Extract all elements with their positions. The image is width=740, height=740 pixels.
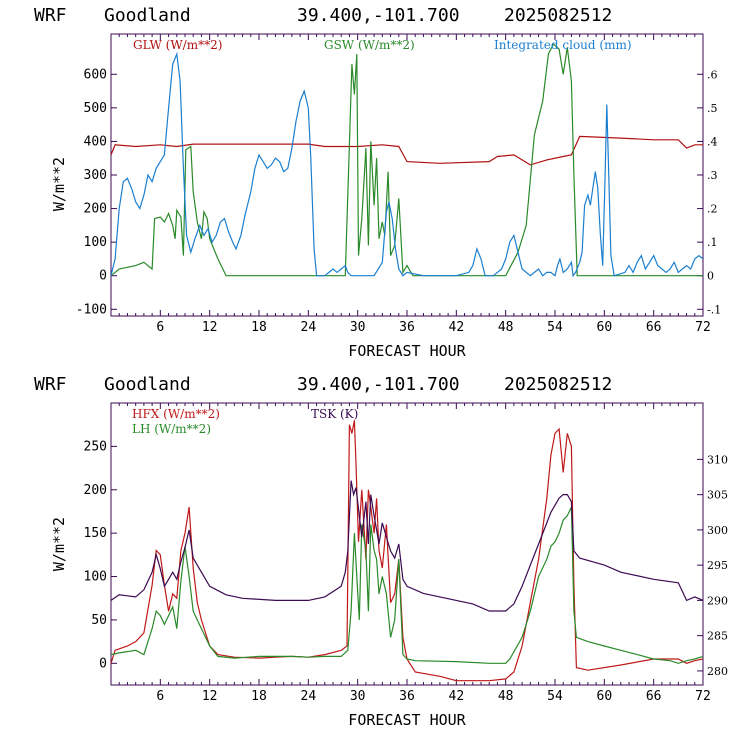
panel-1-coords: 39.400,-101.700: [297, 5, 460, 26]
x-tick-label: 72: [695, 689, 711, 704]
panel-1-model: WRF: [34, 5, 67, 26]
legend-glw: GLW (W/m**2): [133, 38, 222, 52]
y2-tick-label: 0: [707, 270, 714, 283]
y-tick-label: 50: [91, 613, 107, 628]
x-tick-label: 12: [202, 320, 218, 335]
y2-tick-label: .1: [707, 236, 718, 249]
panel-1-station: Goodland: [104, 5, 191, 26]
x-tick-label: 54: [547, 320, 563, 335]
y-tick-label: 400: [84, 134, 107, 149]
panel-2-model: WRF: [34, 374, 67, 395]
x-tick-label: 36: [399, 689, 415, 704]
y2-tick-label: .2: [707, 203, 718, 216]
x-tick-label: 18: [251, 320, 267, 335]
panel-2-x-axis-label: FORECAST HOUR: [348, 711, 466, 729]
panel-1-x-axis-label: FORECAST HOUR: [348, 342, 466, 360]
y-tick-label: 200: [84, 202, 107, 217]
panel-2-chart: 6 12 18 24 30 36 42 48 54 60 66 72 0 50 100 150 200 250 28…: [84, 402, 728, 704]
y-tick-label: 0: [99, 269, 107, 284]
x-tick-label: 6: [156, 689, 164, 704]
y-tick-label: 100: [84, 570, 107, 585]
y-tick-label: -100: [76, 302, 107, 317]
legend-hfx: HFX (W/m**2): [132, 407, 220, 421]
x-tick-label: 24: [301, 689, 317, 704]
series-line-gsw: [111, 43, 703, 277]
legend-integrated: Integrated cloud (mm): [494, 38, 632, 52]
y2-tick-label: .5: [707, 102, 718, 115]
x-tick-label: 42: [449, 689, 465, 704]
series-line-glw: [111, 135, 703, 166]
y-tick-label: 200: [84, 483, 107, 498]
x-tick-label: 66: [646, 689, 662, 704]
y-tick-label: 600: [84, 67, 107, 82]
panel-1-run: 2025082512: [504, 5, 612, 26]
y2-tick-label: 305: [707, 489, 728, 502]
panel-2-station: Goodland: [104, 374, 191, 395]
x-tick-label: 30: [350, 689, 366, 704]
legend-lh: LH (W/m**2): [132, 422, 211, 436]
x-tick-label: 24: [301, 320, 317, 335]
series-line-integrated: [111, 51, 703, 278]
panel-2-y-axis-label: W/m**2: [50, 517, 68, 571]
x-tick-label: 12: [202, 689, 218, 704]
x-tick-label: 48: [498, 320, 514, 335]
y-tick-label: 150: [84, 526, 107, 541]
series-line-tsk: [111, 480, 703, 612]
series-line-hfx: [111, 420, 703, 682]
y-tick-label: 500: [84, 101, 107, 116]
x-tick-label: 60: [597, 689, 613, 704]
x-tick-label: 18: [251, 689, 267, 704]
x-tick-label: 66: [646, 320, 662, 335]
x-tick-label: 72: [695, 320, 711, 335]
y-tick-label: 300: [84, 168, 107, 183]
x-tick-label: 60: [597, 320, 613, 335]
y2-tick-label: 295: [707, 559, 728, 572]
x-tick-label: 54: [547, 689, 563, 704]
y-tick-label: 250: [84, 439, 107, 454]
panel-2-header: WRF Goodland 39.400,-101.700 2025082512: [34, 374, 612, 395]
y2-tick-label: 310: [707, 453, 728, 466]
panel-1-y-axis-label: W/m**2: [50, 157, 68, 211]
x-tick-label: 42: [449, 320, 465, 335]
panel-2-coords: 39.400,-101.700: [297, 374, 460, 395]
y2-tick-label: 280: [707, 665, 728, 678]
x-tick-label: 6: [156, 320, 164, 335]
y-tick-label: 100: [84, 235, 107, 250]
y2-tick-label: -.1: [707, 303, 721, 316]
plot-frame: [110, 402, 704, 686]
series-line-lh: [111, 506, 703, 664]
x-tick-label: 48: [498, 689, 514, 704]
panel-1-chart: 6 12 18 24 30 36 42 48 54 60 66 72 -100 0 100 200 300 400…: [76, 33, 721, 335]
legend-tsk: TSK (K): [311, 407, 358, 421]
y2-tick-label: .3: [707, 169, 718, 182]
panel-1-header: WRF Goodland 39.400,-101.700 2025082512: [34, 5, 612, 26]
y-tick-label: 0: [99, 656, 107, 671]
x-tick-label: 36: [399, 320, 415, 335]
y2-tick-label: 285: [707, 630, 728, 643]
y2-tick-label: 290: [707, 594, 728, 607]
panel-2-run: 2025082512: [504, 374, 612, 395]
x-tick-label: 30: [350, 320, 366, 335]
y2-tick-label: .6: [707, 68, 718, 81]
legend-gsw: GSW (W/m**2): [324, 38, 415, 52]
y2-tick-label: 300: [707, 524, 728, 537]
y2-tick-label: .4: [707, 135, 718, 148]
